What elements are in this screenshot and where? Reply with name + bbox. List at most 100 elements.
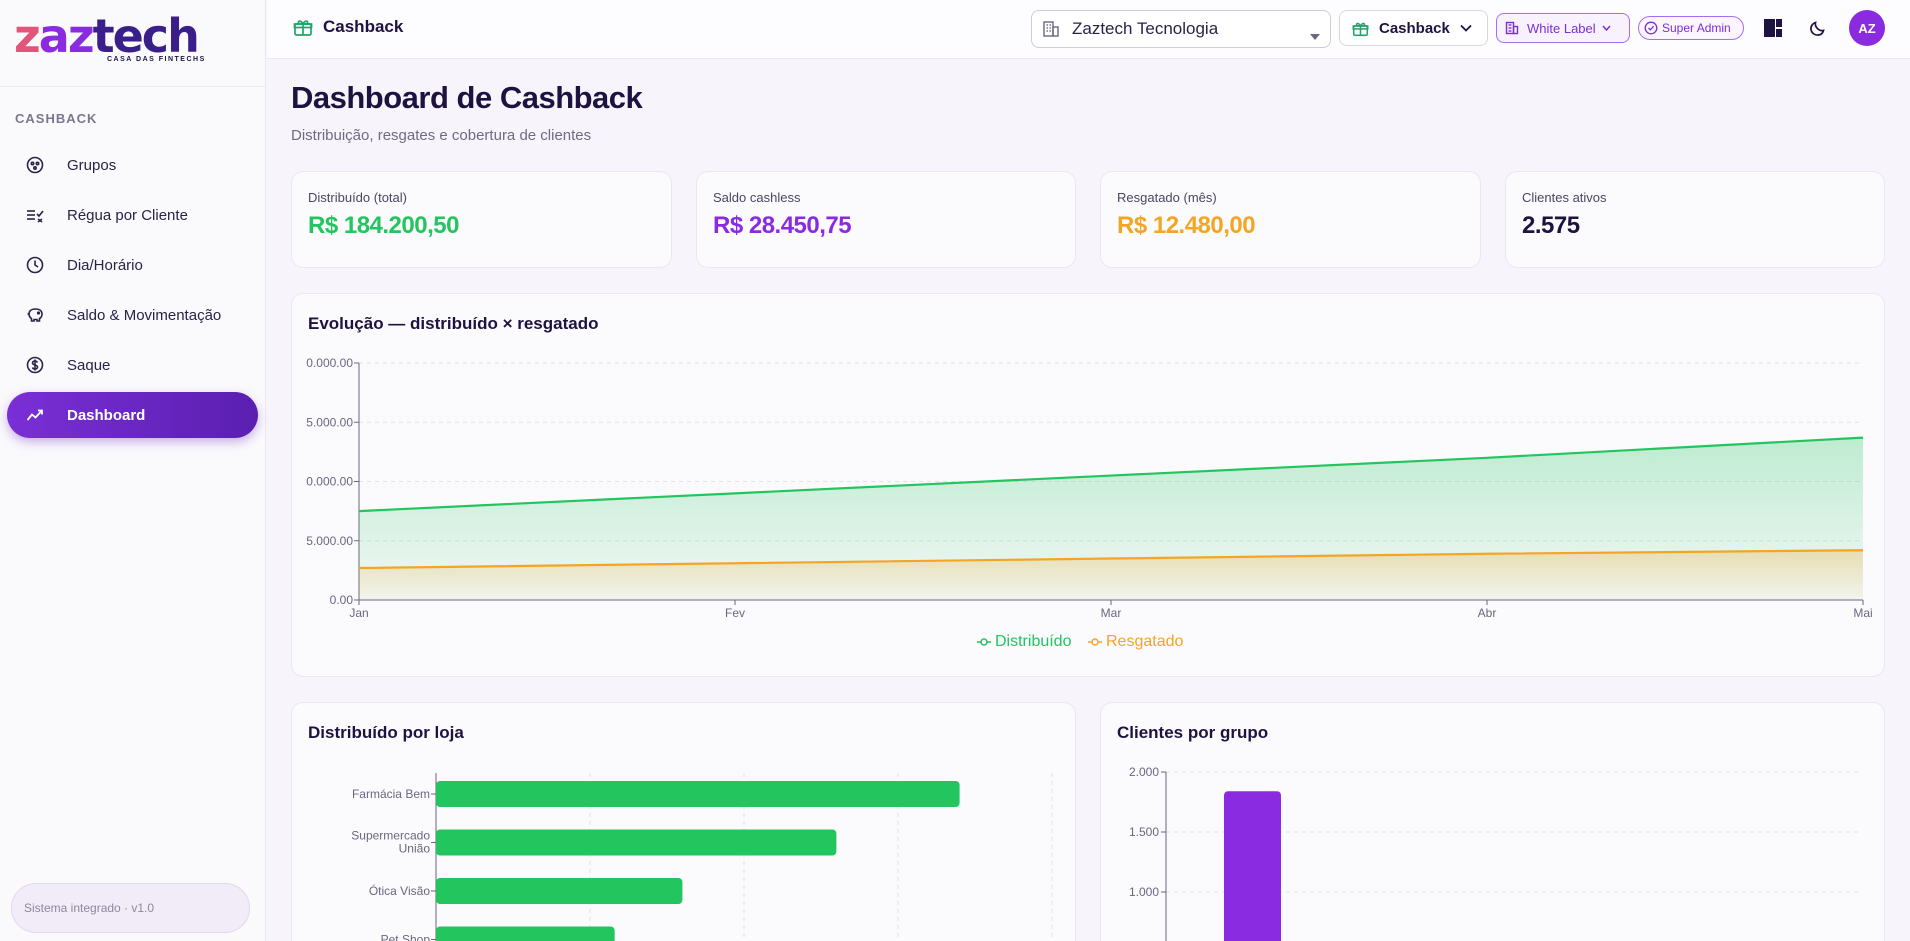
chevron-down-icon [1460, 24, 1472, 32]
sidebar-item-label: Saque [67, 356, 111, 374]
kpi-card-distribuido: Distribuído (total) R$ 184.200,50 [291, 171, 672, 268]
bar [436, 829, 837, 856]
sidebar-nav: Grupos Régua por Cliente Dia/Horário Sal… [0, 142, 265, 438]
y-tick-label: Farmácia Bem [352, 787, 430, 801]
sidebar: z az tech CASA DAS FINTECHS CASHBACK Grupo… [0, 0, 266, 941]
page-subtitle: Distribuição, resgates e cobertura de cl… [291, 127, 592, 144]
building-icon [1505, 21, 1519, 35]
legend-marker-icon [977, 637, 991, 647]
module-select[interactable]: Cashback [1339, 10, 1488, 46]
y-tick-label: Supermercado [351, 829, 430, 843]
kpi-label: Resgatado (mês) [1117, 190, 1217, 205]
user-avatar[interactable]: AZ [1849, 10, 1885, 46]
layout-grid-icon[interactable] [1763, 18, 1783, 38]
sidebar-section-label: CASHBACK [15, 111, 98, 126]
super-admin-badge[interactable]: Super Admin [1638, 16, 1744, 40]
sidebar-item-dia-horario[interactable]: Dia/Horário [7, 242, 258, 288]
logo-wordmark: z az tech [14, 9, 265, 63]
super-admin-label: Super Admin [1662, 21, 1731, 35]
company-select[interactable]: Zaztech Tecnologia [1031, 10, 1331, 48]
chart-card-evolucao: Evolução — distribuído × resgatado 0.00 5… [291, 293, 1885, 677]
y-tick-label: 1.500 [1129, 825, 1159, 839]
bar-chart-vertical: 1.000 1.500 2.000 [1129, 765, 1861, 941]
y-tick-label: Pet Shop [381, 933, 431, 941]
y-tick-label: 5.000.00 [306, 534, 353, 548]
kpi-card-resgatado: Resgatado (mês) R$ 12.480,00 [1100, 171, 1481, 268]
y-tick-label: Ótica Visão [369, 883, 430, 898]
piggy-bank-icon [24, 304, 46, 326]
topbar: Cashback Zaztech Tecnologia Cashback Whi… [267, 0, 1910, 59]
sidebar-item-dashboard[interactable]: Dashboard [7, 392, 258, 438]
series-area [359, 550, 1863, 600]
kpi-value: R$ 12.480,00 [1117, 212, 1256, 239]
legend-marker-icon [1088, 637, 1102, 647]
bar [436, 926, 615, 941]
bar [436, 878, 683, 904]
white-label-label: White Label [1527, 20, 1596, 36]
sidebar-item-label: Dia/Horário [67, 256, 143, 274]
x-tick-label: Mar [1101, 606, 1122, 620]
topbar-title: Cashback [323, 17, 404, 36]
legend-item-resgatado[interactable]: Resgatado [1088, 633, 1183, 651]
x-tick-label: Fev [725, 606, 745, 620]
y-tick-label: União [399, 842, 431, 856]
page-title: Dashboard de Cashback [291, 80, 643, 115]
module-select-value: Cashback [1379, 19, 1450, 37]
sidebar-item-label: Grupos [67, 156, 117, 174]
clock-icon [24, 254, 46, 276]
x-tick-label: Mai [1853, 606, 1872, 620]
bar [436, 781, 960, 807]
sidebar-item-regua[interactable]: Régua por Cliente [7, 192, 258, 238]
chart-card-clientes-grupo: Clientes por grupo 1.000 1.500 2.000 [1100, 702, 1885, 941]
chart-title: Clientes por grupo [1117, 723, 1269, 742]
moon-icon[interactable] [1808, 18, 1828, 38]
list-check-icon [24, 204, 46, 226]
trend-icon [24, 404, 46, 426]
sidebar-item-saldo[interactable]: Saldo & Movimentação [7, 292, 258, 338]
kpi-card-saldo: Saldo cashless R$ 28.450,75 [696, 171, 1076, 268]
company-select-value: Zaztech Tecnologia [1072, 19, 1219, 38]
sidebar-item-label: Régua por Cliente [67, 206, 188, 224]
gift-icon [293, 17, 313, 37]
logo-part: z [14, 9, 41, 63]
logo-part: az [38, 9, 95, 63]
kpi-value: R$ 28.450,75 [713, 212, 852, 239]
sidebar-item-grupos[interactable]: Grupos [7, 142, 258, 188]
gift-icon [1352, 20, 1369, 37]
page-breadcrumb: Cashback [293, 17, 403, 37]
kpi-card-clientes: Clientes ativos 2.575 [1505, 171, 1885, 268]
kpi-value: 2.575 [1522, 212, 1580, 239]
sidebar-item-saque[interactable]: Saque [7, 342, 258, 388]
legend-label: Distribuído [995, 633, 1072, 650]
logo-part: tech [92, 9, 200, 63]
area-chart: 0.00 5.000.00 0.000.00 5.000.00 0.000.00 Jan F… [306, 356, 1872, 620]
y-tick-label: 0.00 [330, 593, 354, 607]
kpi-label: Distribuído (total) [308, 190, 407, 205]
legend-item-distribuido[interactable]: Distribuído [977, 633, 1071, 651]
building-icon [1042, 20, 1060, 38]
y-tick-label: 2.000 [1129, 765, 1159, 779]
chevron-down-icon [1602, 25, 1611, 31]
kpi-value: R$ 184.200,50 [308, 212, 459, 239]
system-version-badge: Sistema integrado · v1.0 [11, 883, 250, 933]
x-tick-label: Jan [349, 606, 368, 620]
x-tick-label: Abr [1478, 606, 1497, 620]
chart-title: Distribuído por loja [308, 723, 464, 742]
y-tick-label: 0.000.00 [306, 356, 353, 370]
y-tick-label: 1.000 [1129, 885, 1159, 899]
white-label-button[interactable]: White Label [1496, 13, 1630, 43]
y-tick-label: 0.000.00 [306, 475, 353, 489]
brand-logo[interactable]: z az tech CASA DAS FINTECHS [0, 0, 265, 87]
shield-check-icon [1644, 21, 1658, 35]
kpi-label: Saldo cashless [713, 190, 801, 205]
sidebar-item-label: Dashboard [67, 406, 146, 424]
chart-title: Evolução — distribuído × resgatado [308, 314, 599, 333]
logo-tagline: CASA DAS FINTECHS [107, 56, 206, 63]
y-tick-label: 5.000.00 [306, 415, 353, 429]
bar [1224, 791, 1281, 941]
caret-down-icon [1310, 25, 1320, 45]
sidebar-item-label: Saldo & Movimentação [67, 306, 222, 324]
kpi-label: Clientes ativos [1522, 190, 1607, 205]
legend-label: Resgatado [1106, 633, 1184, 650]
